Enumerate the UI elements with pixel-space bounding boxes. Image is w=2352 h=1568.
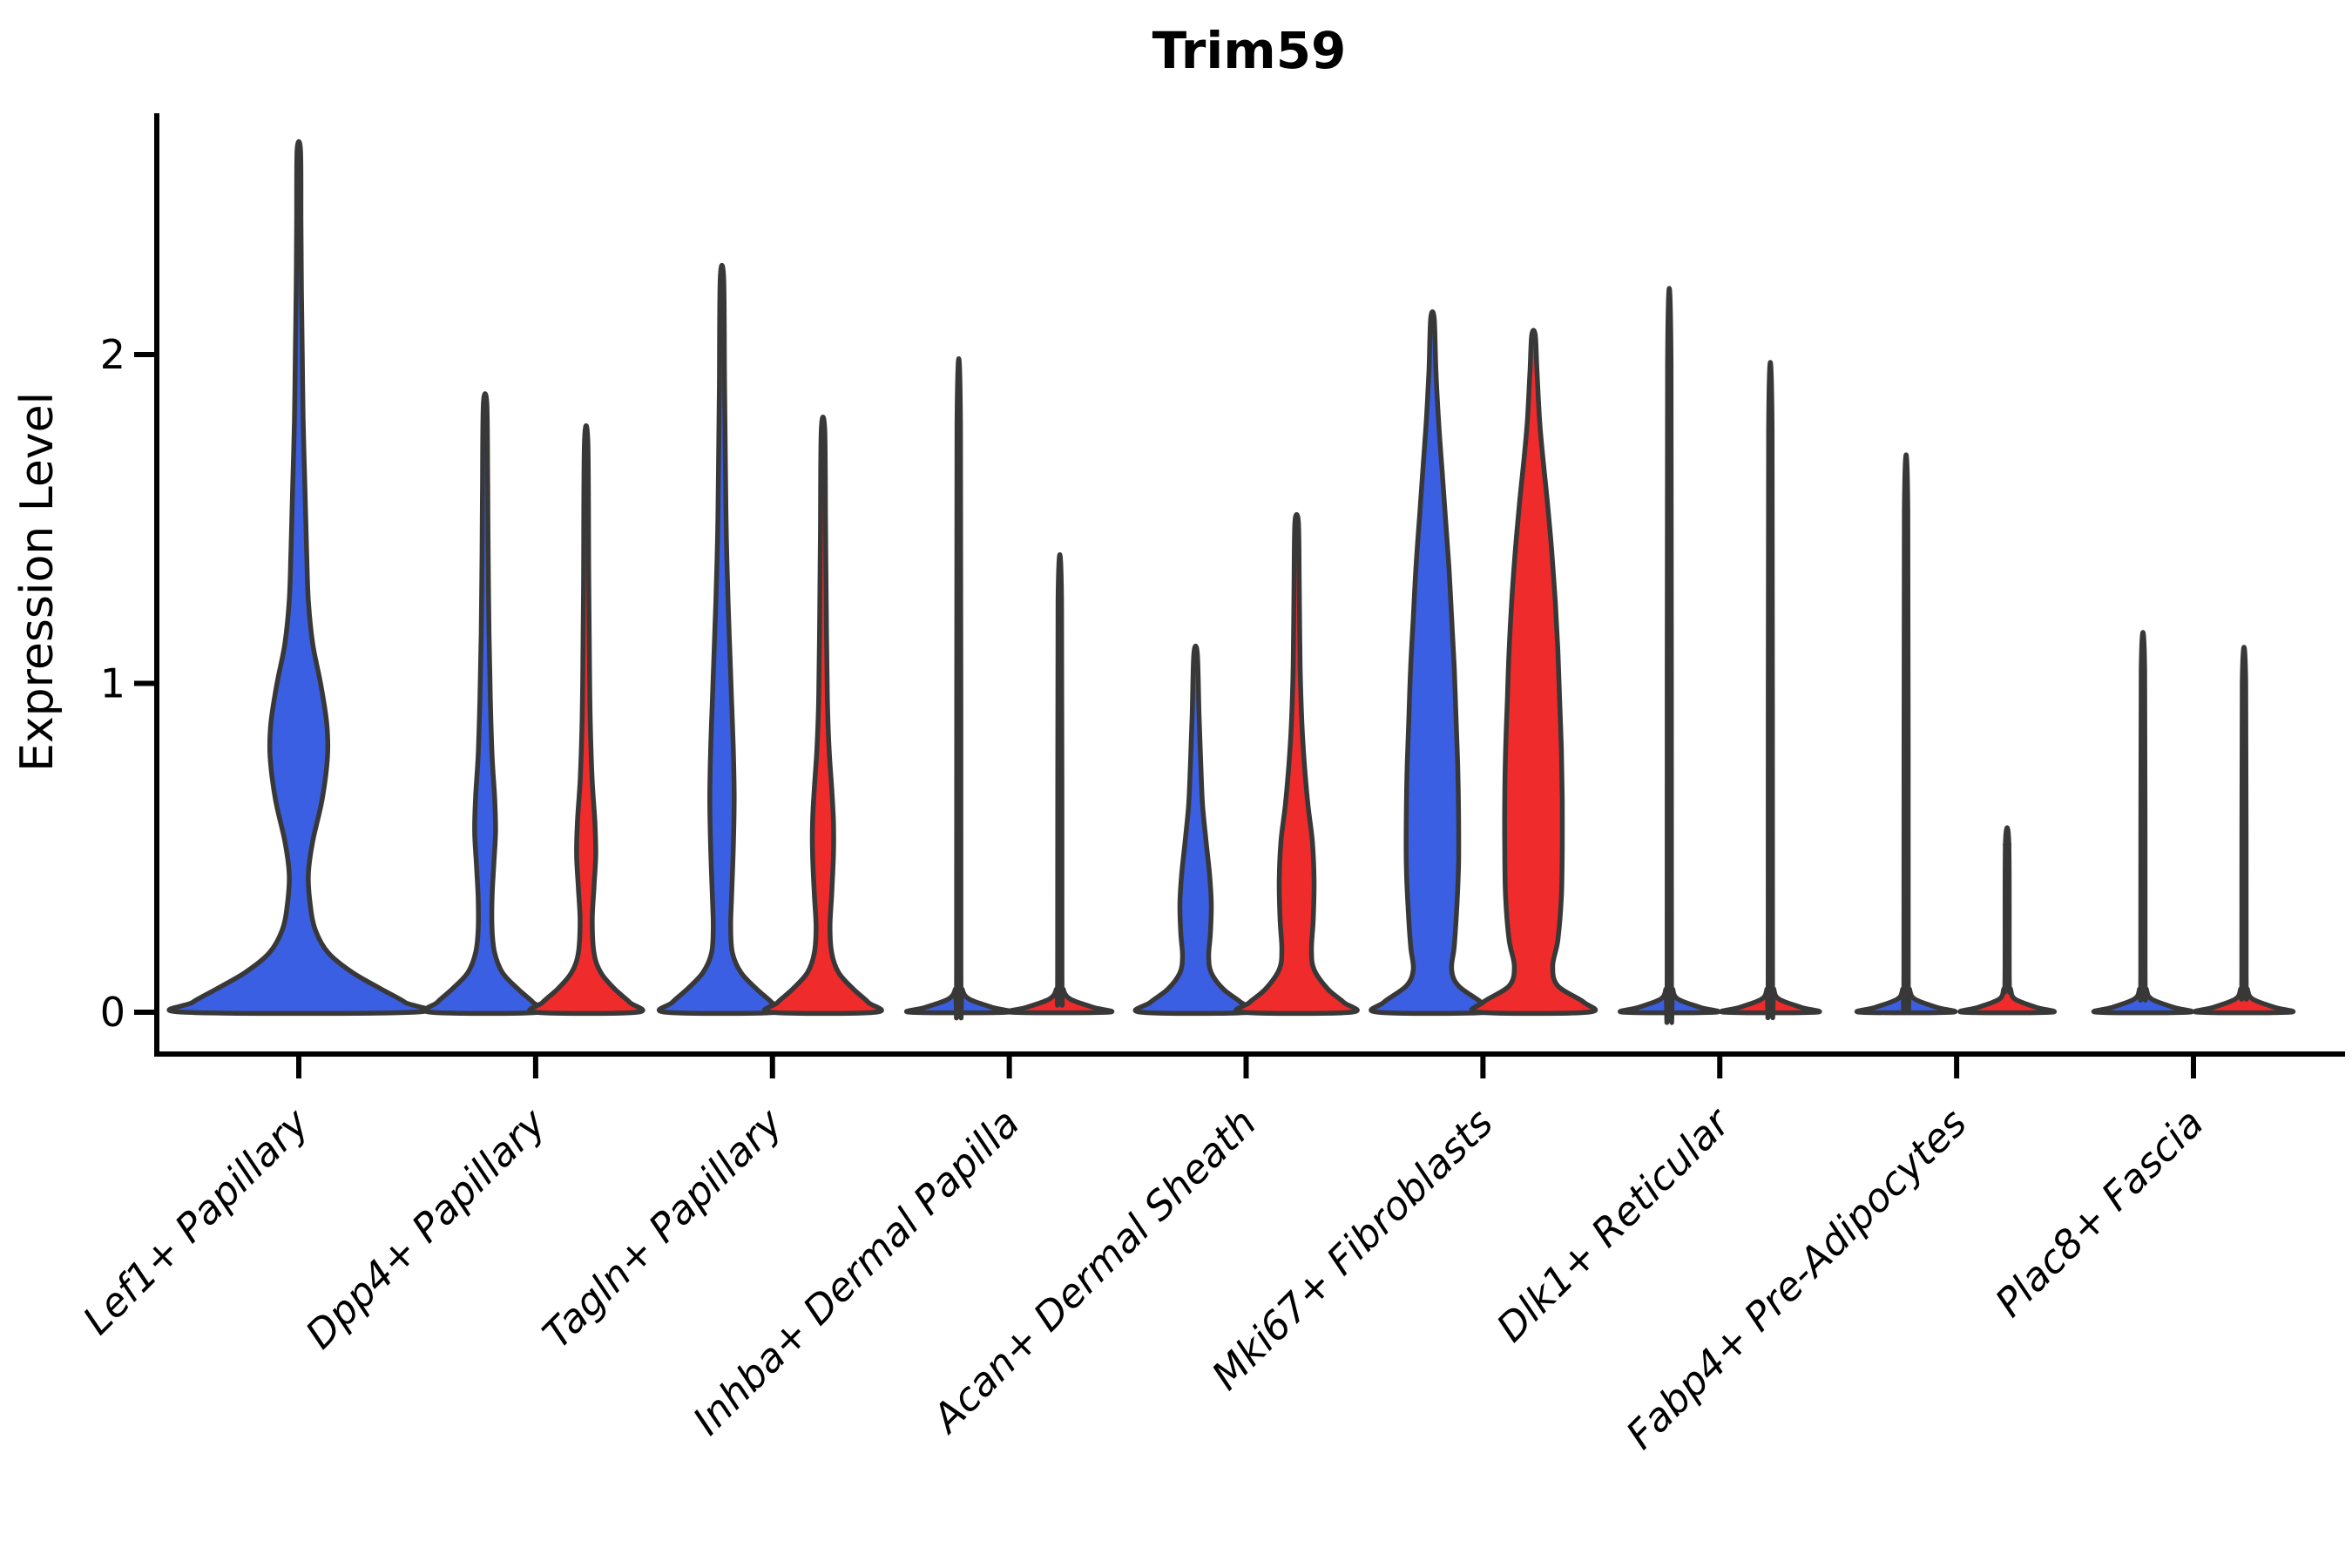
y-tick-label: 1: [100, 660, 125, 707]
violin-dpp4-blue: [422, 391, 549, 1017]
violin-plac8-blue: [2091, 630, 2195, 1016]
jitter-point: [2003, 942, 2012, 951]
y-tick-label: 0: [100, 989, 125, 1036]
violin-tagln-blue: [657, 262, 787, 1017]
y-tick-label: 2: [100, 331, 125, 378]
violin-plac8-red: [2192, 645, 2296, 1016]
violin-acan-blue: [1132, 643, 1259, 1017]
x-tick-label: Tagln+ Papillary: [534, 1098, 793, 1357]
violin-lef1-blue: [166, 139, 431, 1017]
x-tick-label: Lef1+ Papillary: [74, 1098, 319, 1343]
y-axis-label: Expression Level: [11, 392, 64, 772]
violin-mki67-blue: [1369, 309, 1497, 1017]
jitter-point: [2003, 905, 2012, 915]
violin-dlk1-red: [1719, 360, 1822, 1020]
x-tick-label: Dlk1+ Reticular: [1488, 1098, 1740, 1351]
jitter-point: [2003, 869, 2012, 879]
violin-dpp4-red: [527, 422, 645, 1017]
chart-title: Trim59: [1152, 21, 1347, 80]
violin-fabp4-red: [1957, 825, 2058, 1016]
violin-acan-red: [1233, 511, 1360, 1017]
violin-inhba-blue: [903, 356, 1014, 1021]
violin-mki67-red: [1469, 328, 1598, 1017]
violin-inhba-red: [1004, 552, 1115, 1016]
violin-layer: [166, 139, 2296, 1025]
violin-dlk1-blue: [1618, 286, 1721, 1025]
jitter-point: [2003, 840, 2012, 849]
y-ticks-layer: 0 1 2: [100, 331, 155, 1036]
x-tick-label: Plac8+ Fascia: [1986, 1099, 2213, 1326]
jitter-point: [2003, 955, 2012, 964]
x-tick-label: Dpp4+ Papillary: [296, 1098, 555, 1357]
violin-fabp4-blue: [1854, 452, 1958, 1016]
violin-tagln-red: [761, 414, 884, 1017]
